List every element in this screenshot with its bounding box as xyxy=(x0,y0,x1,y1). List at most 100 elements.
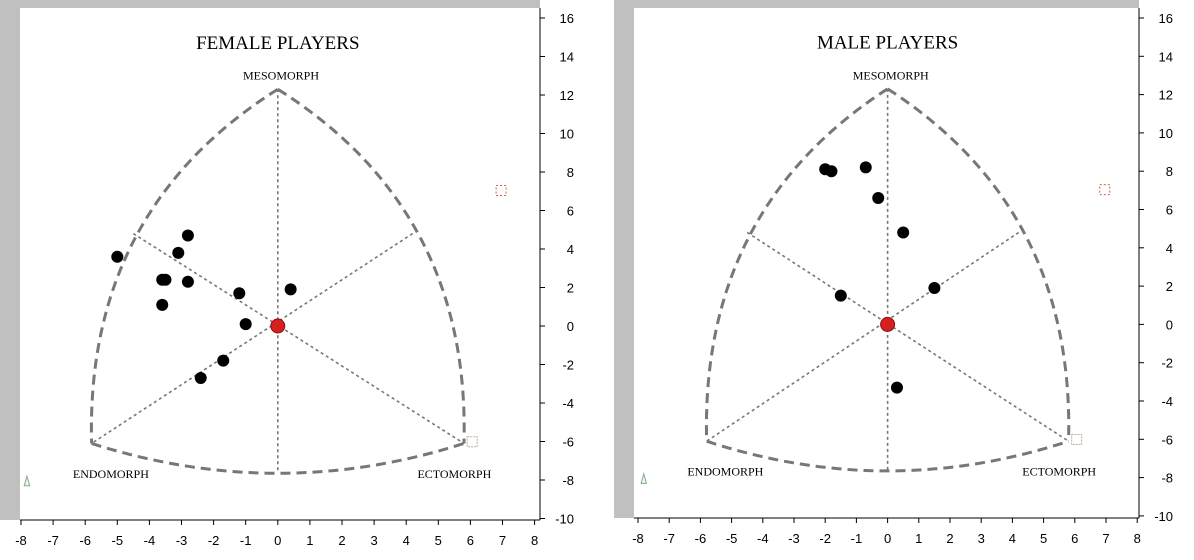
y-tick-label: 10 xyxy=(1159,126,1173,141)
y-tick-label: -8 xyxy=(1161,471,1173,486)
chart-title: MALE PLAYERS xyxy=(817,33,958,54)
x-tick-label: 0 xyxy=(274,533,281,548)
y-tick-label: 0 xyxy=(567,319,574,334)
data-point xyxy=(928,282,941,295)
x-tick-label: 3 xyxy=(370,533,377,548)
data-point xyxy=(217,354,230,367)
endomorph-label: ENDOMORPH xyxy=(687,465,763,479)
centroid-point xyxy=(270,318,286,334)
x-tick-label: -1 xyxy=(851,531,863,546)
outlier-marker-icon xyxy=(1099,184,1111,196)
x-tick-label: -4 xyxy=(757,531,769,546)
y-tick-label: 2 xyxy=(567,281,574,296)
data-point xyxy=(890,381,903,394)
x-tick-label: -1 xyxy=(240,533,252,548)
y-tick-label: 14 xyxy=(560,50,574,65)
male-players-chart: -8 -7 -6 -5 -4 -3 -2 -1 0 1 2 3 4 5 6 7 8 16 14 12 10 8 6 4 2 0 -2… xyxy=(614,0,1194,560)
data-point xyxy=(181,275,194,288)
x-tick-label: -2 xyxy=(819,531,831,546)
endomorph-marker-icon xyxy=(23,474,31,487)
x-tick-label: 5 xyxy=(1040,531,1047,546)
x-tick-label: -7 xyxy=(47,533,59,548)
x-tick-label: 5 xyxy=(435,533,442,548)
y-tick-label: -6 xyxy=(562,435,574,450)
chart-title: FEMALE PLAYERS xyxy=(196,33,359,54)
arc-meso-endo xyxy=(704,87,889,442)
male-somatochart: -8 -7 -6 -5 -4 -3 -2 -1 0 1 2 3 4 5 6 7 81614121086420-2… xyxy=(614,0,1194,555)
x-tick-label: 3 xyxy=(978,531,985,546)
y-tick-label: 14 xyxy=(1159,49,1173,64)
y-tick-zone xyxy=(1139,0,1194,555)
y-tick-label: -8 xyxy=(562,473,574,488)
x-tick-label: 8 xyxy=(1134,531,1141,546)
ectomorph-label: ECTOMORPH xyxy=(417,467,491,481)
diagonal-line-endo-ecto xyxy=(132,232,465,445)
x-tick-label: -6 xyxy=(695,531,707,546)
y-tick-label: 6 xyxy=(567,204,574,219)
y-tick-label: 12 xyxy=(560,88,574,103)
arc-meso-ecto xyxy=(277,87,466,444)
x-tick-label: -3 xyxy=(176,533,188,548)
y-tick-label: 8 xyxy=(1166,164,1173,179)
data-point xyxy=(172,246,185,259)
centroid-point xyxy=(880,316,896,332)
plot-area xyxy=(20,8,540,520)
endomorph-marker-icon xyxy=(640,471,648,484)
female-somatochart: -8 -7 -6 -5 -4 -3 -2 -1 0 1 2 3 4 5 6 7 81614121086420-2… xyxy=(0,0,597,555)
x-tick-label: 2 xyxy=(946,531,953,546)
y-tick-label: 4 xyxy=(1166,241,1173,256)
x-tick-label: -3 xyxy=(788,531,800,546)
x-tick-label: 7 xyxy=(1102,531,1109,546)
data-point xyxy=(859,161,872,174)
y-tick-label: -4 xyxy=(1161,394,1173,409)
female-players-chart: -8 -7 -6 -5 -4 -3 -2 -1 0 1 2 3 4 5 6 7 8 16 14 12 10 8 6 4 2 0 -2… xyxy=(0,0,597,555)
x-tick-label: 6 xyxy=(467,533,474,548)
y-tick-label: 4 xyxy=(567,242,574,257)
x-tick-label: -6 xyxy=(79,533,91,548)
diagonal-line-ecto-endo xyxy=(91,232,414,445)
y-tick-label: 8 xyxy=(567,165,574,180)
data-point xyxy=(233,287,246,300)
y-tick-label: -10 xyxy=(1154,509,1173,524)
x-tick-label: -2 xyxy=(208,533,220,548)
data-point xyxy=(156,298,169,311)
arc-meso-endo xyxy=(89,87,279,444)
y-tick-label: 0 xyxy=(1166,317,1173,332)
diagonal-line-ecto-endo xyxy=(706,231,1020,442)
y-tick-label: 16 xyxy=(560,11,574,26)
x-tick-zone xyxy=(0,520,597,555)
x-tick-label: 1 xyxy=(915,531,922,546)
y-tick-label: -4 xyxy=(562,396,574,411)
y-tick-label: -2 xyxy=(562,358,574,373)
x-tick-zone xyxy=(614,518,1194,555)
x-tick-label: 1 xyxy=(306,533,313,548)
data-point xyxy=(194,371,207,384)
data-point xyxy=(181,229,194,242)
x-tick-label: 2 xyxy=(338,533,345,548)
data-point xyxy=(897,226,910,239)
diagonal-line-endo-ecto xyxy=(746,231,1069,442)
ectomorph-marker-icon xyxy=(466,436,478,448)
arc-endo-ecto xyxy=(706,439,1070,473)
endomorph-label: ENDOMORPH xyxy=(73,467,149,481)
x-tick-label: -8 xyxy=(632,531,644,546)
x-tick-label: 4 xyxy=(1009,531,1016,546)
y-tick-label: -10 xyxy=(555,512,574,527)
data-point xyxy=(159,273,172,286)
ectomorph-marker-icon xyxy=(1071,434,1083,446)
arc-meso-ecto xyxy=(886,87,1071,442)
y-tick-zone xyxy=(540,0,597,555)
x-tick-label: -8 xyxy=(15,533,27,548)
y-tick-label: 2 xyxy=(1166,279,1173,294)
y-tick-label: -2 xyxy=(1161,356,1173,371)
x-tick-label: -5 xyxy=(726,531,738,546)
data-point xyxy=(872,192,885,205)
data-point xyxy=(825,165,838,178)
x-tick-label: -4 xyxy=(144,533,156,548)
mesomorph-label: MESOMORPH xyxy=(243,69,319,83)
x-tick-label: 7 xyxy=(499,533,506,548)
y-tick-label: 10 xyxy=(560,127,574,142)
x-tick-label: -5 xyxy=(112,533,124,548)
y-tick-label: 6 xyxy=(1166,203,1173,218)
x-tick-label: -7 xyxy=(663,531,675,546)
